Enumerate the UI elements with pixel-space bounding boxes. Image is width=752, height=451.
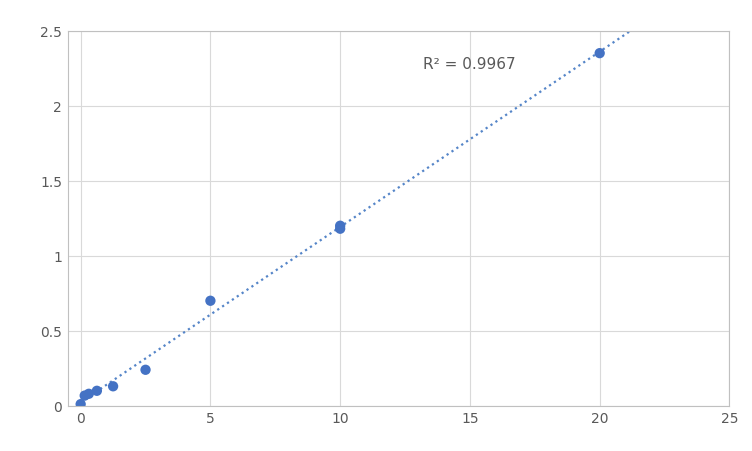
Point [334,223,346,230]
Point [334,226,346,233]
Point [79,392,91,399]
Point [107,383,119,390]
Point [74,400,86,408]
Point [83,390,95,397]
Point [140,366,152,373]
Point [91,387,103,395]
Text: R² = 0.9967: R² = 0.9967 [423,57,516,72]
Point [205,298,217,305]
Point [593,51,605,58]
